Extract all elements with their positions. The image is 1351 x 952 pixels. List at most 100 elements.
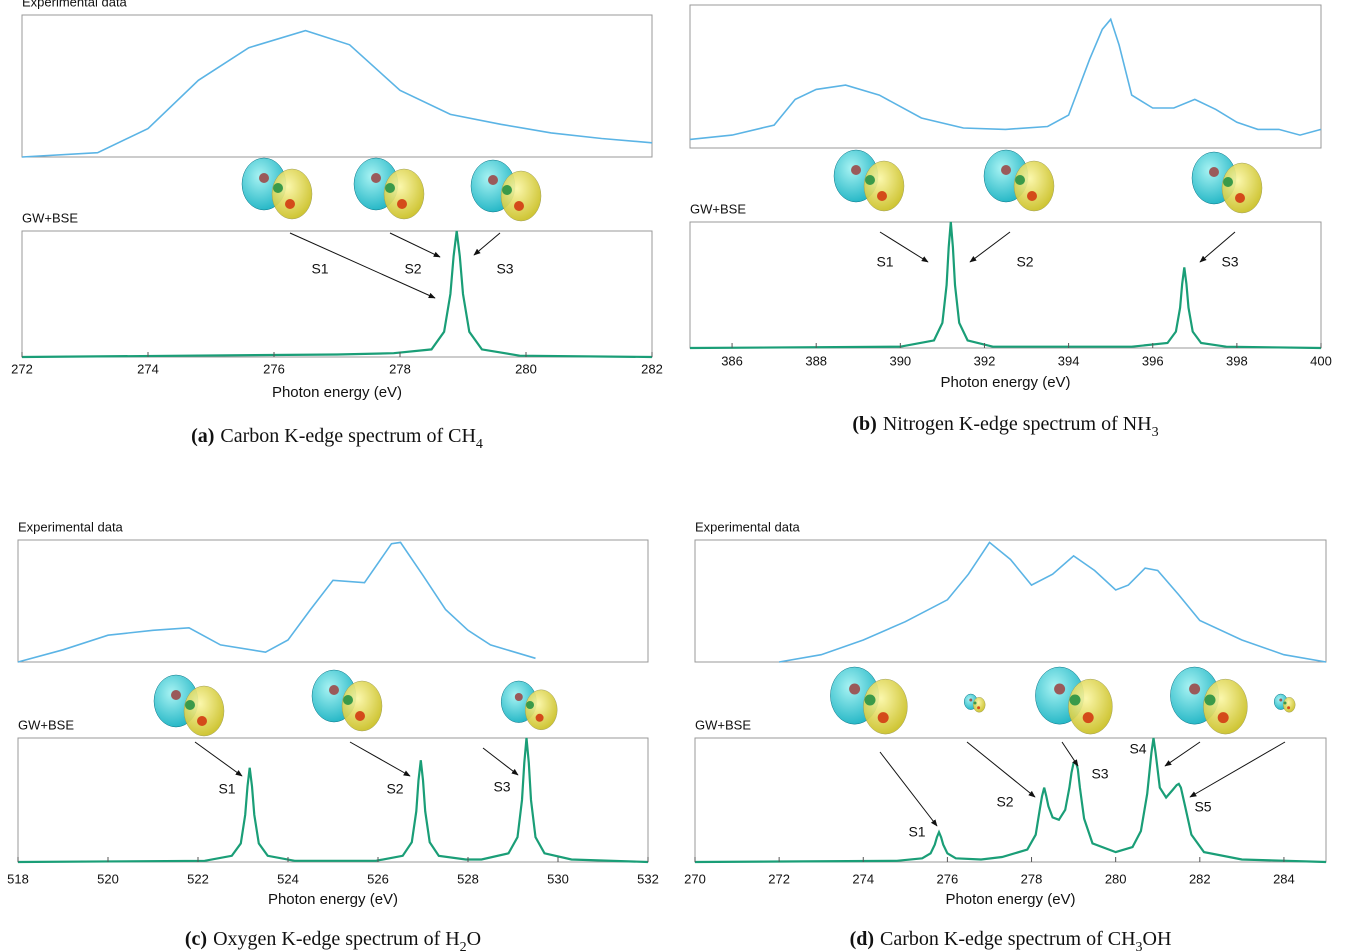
- atom: [1217, 712, 1229, 724]
- atom: [1235, 193, 1245, 203]
- atom: [526, 701, 534, 709]
- atom: [171, 690, 181, 700]
- x-tick-label: 282: [641, 361, 663, 376]
- orbital-lobe: [1282, 697, 1296, 713]
- x-tick-label: 272: [11, 361, 33, 376]
- caption-label: (a): [191, 425, 214, 447]
- orbital-lobe: [341, 680, 383, 732]
- atom: [185, 700, 195, 710]
- panel-label: Experimental data: [695, 519, 801, 534]
- caption-label: (d): [850, 928, 874, 950]
- x-tick-label: 390: [889, 353, 911, 368]
- atom: [385, 183, 395, 193]
- annotation-arrow: [1199, 231, 1236, 263]
- x-tick-label: 278: [1021, 871, 1043, 886]
- atom: [285, 199, 295, 209]
- atom: [973, 701, 977, 705]
- x-tick-label: 276: [263, 361, 285, 376]
- orbital-lobe: [1203, 678, 1248, 735]
- x-tick-label: 524: [277, 871, 299, 886]
- annotation-arrow: [1061, 741, 1079, 767]
- atom: [355, 711, 365, 721]
- annotation-arrow: [969, 231, 1011, 263]
- plot-frame: [21, 14, 653, 158]
- peak-label: S1: [311, 261, 328, 277]
- peak-label: S4: [1129, 741, 1146, 757]
- x-tick-label: 270: [684, 871, 706, 886]
- x-tick-label: 530: [547, 871, 569, 886]
- x-tick-label: 394: [1058, 353, 1080, 368]
- x-tick-label: 392: [974, 353, 996, 368]
- peak-label: S3: [1091, 766, 1108, 782]
- x-tick-label: 532: [637, 871, 659, 886]
- orbital-lobe: [1221, 162, 1263, 214]
- x-tick-label: 272: [768, 871, 790, 886]
- peak-label: S1: [908, 824, 925, 840]
- annotation-arrow: [389, 232, 441, 258]
- atom: [514, 693, 523, 701]
- plot-frame: [689, 4, 1322, 149]
- x-tick-label: 280: [515, 361, 537, 376]
- caption: (b) Nitrogen K-edge spectrum of NH3: [852, 413, 1158, 440]
- x-tick-label: 518: [7, 871, 29, 886]
- atom: [865, 175, 875, 185]
- orbital-lobe: [1013, 160, 1055, 212]
- peak-label: S3: [496, 261, 513, 277]
- atom: [877, 712, 889, 724]
- caption-tail: O: [467, 928, 481, 950]
- atom: [851, 165, 861, 175]
- caption-subscript: 3: [1152, 425, 1159, 440]
- peak-label: S2: [386, 781, 403, 797]
- annotation-arrow: [879, 231, 929, 263]
- peak-label: S2: [1016, 254, 1033, 270]
- atom: [877, 191, 887, 201]
- x-tick-label: 520: [97, 871, 119, 886]
- x-tick-label: 284: [1273, 871, 1295, 886]
- x-axis-label: Photon energy (eV): [945, 891, 1075, 908]
- caption-subscript: 2: [460, 940, 467, 952]
- peak-label: S1: [876, 254, 893, 270]
- spectrum-line: [21, 230, 653, 359]
- caption-subscript: 4: [476, 437, 483, 452]
- spectrum-line: [17, 541, 536, 663]
- atom: [514, 201, 524, 211]
- atom: [977, 706, 981, 710]
- peak-label: S2: [404, 261, 421, 277]
- x-tick-label: 276: [937, 871, 959, 886]
- x-tick-label: 400: [1310, 353, 1332, 368]
- atom: [1279, 698, 1283, 702]
- x-tick-label: 278: [389, 361, 411, 376]
- x-tick-label: 282: [1189, 871, 1211, 886]
- orbital-lobe: [271, 168, 313, 220]
- atom: [535, 713, 544, 722]
- orbital-lobe: [863, 160, 905, 212]
- caption-label: (c): [185, 928, 207, 950]
- orbital-lobe: [500, 170, 542, 222]
- peak-label: S3: [493, 779, 510, 795]
- peak-label: S1: [218, 781, 235, 797]
- plot-frame: [21, 230, 653, 358]
- atom: [371, 173, 381, 183]
- atom: [1204, 694, 1216, 706]
- x-tick-label: 386: [721, 353, 743, 368]
- x-tick-label: 398: [1226, 353, 1248, 368]
- spectrum-line: [21, 29, 653, 158]
- orbital-lobe: [524, 689, 558, 731]
- spectrum-line: [689, 17, 1322, 141]
- caption-label: (b): [852, 413, 876, 435]
- atom: [1082, 712, 1094, 724]
- atom: [1287, 706, 1291, 710]
- spectrum-line: [17, 737, 649, 864]
- annotation-arrow: [349, 741, 411, 777]
- caption: (a) Carbon K-edge spectrum of CH4: [191, 425, 483, 452]
- atom: [488, 175, 498, 185]
- x-tick-label: 396: [1142, 353, 1164, 368]
- annotation-arrow: [1189, 741, 1286, 798]
- x-axis-label: Photon energy (eV): [272, 384, 402, 401]
- caption-text: Nitrogen K-edge spectrum of NH: [883, 413, 1152, 435]
- x-tick-label: 274: [137, 361, 159, 376]
- atom: [1223, 177, 1233, 187]
- plot-frame: [694, 737, 1327, 863]
- atom: [1054, 683, 1066, 695]
